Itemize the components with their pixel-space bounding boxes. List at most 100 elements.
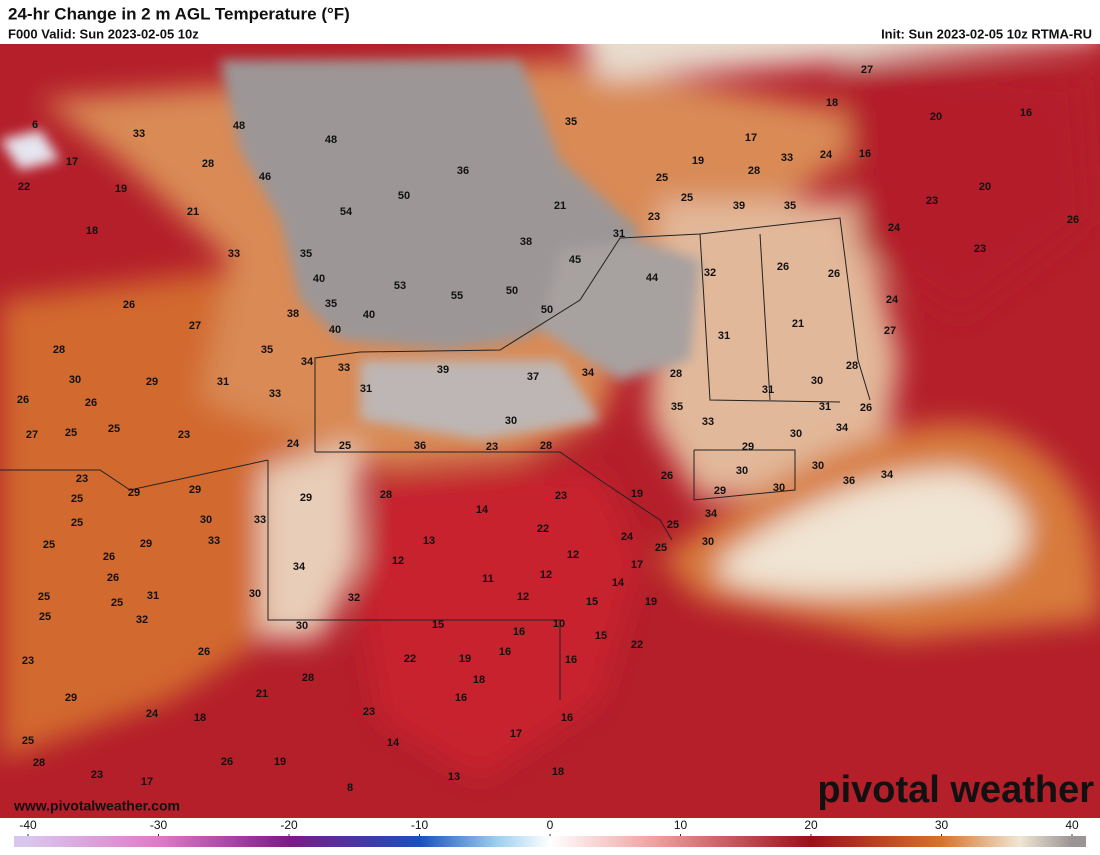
station-value: 30 xyxy=(773,482,785,494)
station-value: 19 xyxy=(692,155,704,167)
station-value: 35 xyxy=(565,116,577,128)
station-value: 23 xyxy=(648,211,660,223)
site-url: www.pivotalweather.com xyxy=(13,798,180,814)
station-value: 30 xyxy=(69,374,81,386)
station-value: 28 xyxy=(302,672,314,684)
station-value: 48 xyxy=(233,120,245,132)
station-value: 14 xyxy=(612,577,625,589)
station-value: 30 xyxy=(249,588,261,600)
station-value: 29 xyxy=(714,485,726,497)
station-value: 35 xyxy=(671,401,683,413)
station-value: 31 xyxy=(718,330,730,342)
station-value: 18 xyxy=(194,712,206,724)
station-value: 17 xyxy=(745,132,757,144)
station-value: 33 xyxy=(781,152,793,164)
station-value: 36 xyxy=(843,475,855,487)
station-value: 17 xyxy=(66,156,78,168)
station-value: 34 xyxy=(293,561,306,573)
station-value: 18 xyxy=(86,225,98,237)
station-value: 33 xyxy=(702,416,714,428)
station-value: 33 xyxy=(208,535,220,547)
station-value: 34 xyxy=(301,356,314,368)
station-value: 17 xyxy=(631,559,643,571)
colorbar-tick-label: -20 xyxy=(280,818,298,832)
station-value: 16 xyxy=(499,646,511,658)
station-value: 25 xyxy=(656,172,668,184)
station-labels: 6 33 48 48 35 27 18 20 16 17 28 46 36 17 19 33 24 16 22 19 5… xyxy=(17,64,1079,794)
station-value: 28 xyxy=(540,440,552,452)
station-value: 24 xyxy=(621,531,634,543)
station-value: 26 xyxy=(198,646,210,658)
station-value: 24 xyxy=(888,222,901,234)
init-time: Init: Sun 2023-02-05 10z RTMA-RU xyxy=(881,26,1092,41)
station-value: 55 xyxy=(451,290,463,302)
station-value: 15 xyxy=(595,630,607,642)
colorbar-tick-label: 40 xyxy=(1065,818,1079,832)
station-value: 25 xyxy=(43,539,55,551)
station-value: 12 xyxy=(517,591,529,603)
station-value: 25 xyxy=(71,493,83,505)
station-value: 17 xyxy=(510,728,522,740)
station-value: 12 xyxy=(540,569,552,581)
station-value: 25 xyxy=(111,597,123,609)
station-value: 39 xyxy=(733,200,745,212)
station-value: 25 xyxy=(655,542,667,554)
station-value: 45 xyxy=(569,254,581,266)
station-value: 23 xyxy=(178,429,190,441)
station-value: 32 xyxy=(348,592,360,604)
station-value: 34 xyxy=(705,508,718,520)
station-value: 24 xyxy=(287,438,300,450)
station-value: 34 xyxy=(582,367,595,379)
station-value: 28 xyxy=(748,165,760,177)
station-value: 24 xyxy=(146,708,159,720)
station-value: 26 xyxy=(123,299,135,311)
station-value: 31 xyxy=(762,384,774,396)
station-value: 22 xyxy=(631,639,643,651)
station-value: 18 xyxy=(473,674,485,686)
station-value: 19 xyxy=(115,183,127,195)
station-value: 30 xyxy=(200,514,212,526)
station-value: 16 xyxy=(565,654,577,666)
station-value: 19 xyxy=(274,756,286,768)
station-value: 21 xyxy=(187,206,199,218)
colorbar-ticks: -40 -30 -20 -10 0 10 20 30 40 xyxy=(19,818,1079,836)
colorbar-tick-label: 20 xyxy=(804,818,818,832)
station-value: 25 xyxy=(667,519,679,531)
logo: pivotal weather xyxy=(817,769,1094,811)
station-value: 23 xyxy=(974,243,986,255)
station-value: 35 xyxy=(261,344,273,356)
valid-time: F000 Valid: Sun 2023-02-05 10z xyxy=(8,26,199,41)
station-value: 16 xyxy=(455,692,467,704)
station-value: 31 xyxy=(613,228,625,240)
station-value: 23 xyxy=(555,490,567,502)
map-field xyxy=(0,0,1100,820)
station-value: 27 xyxy=(884,325,896,337)
colorbar-tick-label: -30 xyxy=(150,818,168,832)
station-value: 22 xyxy=(537,523,549,535)
station-value: 46 xyxy=(259,171,271,183)
station-value: 34 xyxy=(836,422,849,434)
station-value: 33 xyxy=(228,248,240,260)
station-value: 27 xyxy=(861,64,873,76)
station-value: 19 xyxy=(631,488,643,500)
station-value: 29 xyxy=(65,692,77,704)
station-value: 23 xyxy=(22,655,34,667)
station-value: 26 xyxy=(85,397,97,409)
station-value: 31 xyxy=(217,376,229,388)
station-value: 36 xyxy=(457,165,469,177)
station-value: 20 xyxy=(979,181,991,193)
station-value: 23 xyxy=(486,441,498,453)
station-value: 26 xyxy=(860,402,872,414)
station-value: 25 xyxy=(65,427,77,439)
station-value: 39 xyxy=(437,364,449,376)
map-title: 24-hr Change in 2 m AGL Temperature (°F) xyxy=(8,4,350,23)
station-value: 26 xyxy=(828,268,840,280)
station-value: 26 xyxy=(107,572,119,584)
station-value: 30 xyxy=(505,415,517,427)
station-value: 30 xyxy=(702,536,714,548)
station-value: 54 xyxy=(340,206,353,218)
station-value: 44 xyxy=(646,272,659,284)
station-value: 35 xyxy=(300,248,312,260)
station-value: 28 xyxy=(53,344,65,356)
